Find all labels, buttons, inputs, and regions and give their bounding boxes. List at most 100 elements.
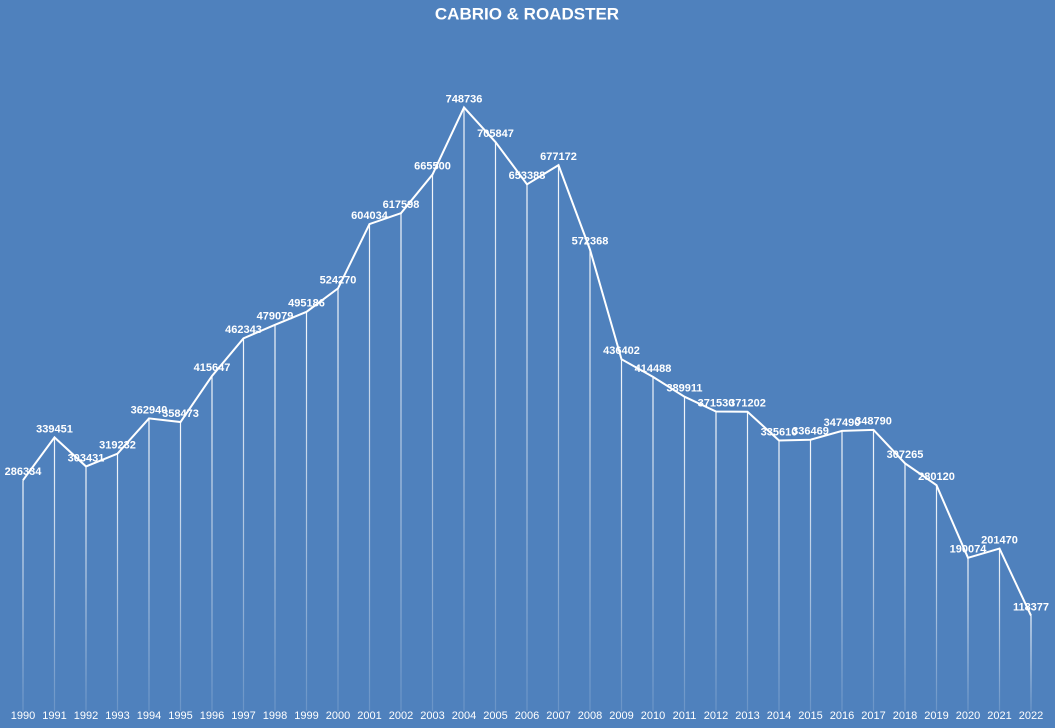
drop-line [431, 174, 434, 712]
drop-line [904, 463, 906, 711]
x-tick-label: 2006 [515, 710, 539, 722]
value-label: 415647 [194, 362, 231, 374]
drop-line [935, 485, 938, 711]
chart-title: CABRIO & ROADSTER [435, 4, 619, 23]
x-tick-label: 2002 [389, 710, 413, 722]
value-label: 414488 [635, 363, 672, 375]
value-label: 347490 [824, 417, 861, 429]
value-label: 348790 [855, 416, 892, 428]
x-tick-label: 2017 [861, 710, 885, 722]
x-tick-label: 1992 [74, 710, 98, 722]
drop-line [148, 418, 150, 711]
value-label: 362940 [131, 404, 168, 416]
value-label: 572368 [572, 236, 609, 248]
value-label: 677172 [540, 151, 577, 163]
x-tick-label: 1993 [105, 710, 129, 722]
x-tick-label: 2021 [987, 710, 1011, 722]
x-tick-label: 1998 [263, 710, 287, 722]
value-label: 604034 [351, 210, 389, 222]
x-tick-label: 2005 [483, 710, 507, 722]
x-tick-label: 2000 [326, 710, 350, 722]
drop-line [494, 142, 497, 712]
drop-line [652, 376, 654, 711]
x-tick-label: 2012 [704, 710, 728, 722]
x-tick-label: 1991 [42, 710, 66, 722]
x-tick-label: 2015 [798, 710, 822, 722]
value-label: 280120 [918, 471, 955, 483]
x-tick-label: 2010 [641, 710, 665, 722]
x-tick-label: 2016 [830, 710, 854, 722]
value-label: 307265 [887, 449, 924, 461]
drop-line [116, 453, 119, 711]
value-label: 436402 [603, 345, 640, 357]
value-label: 524270 [320, 274, 357, 286]
x-tick-label: 2018 [893, 710, 917, 722]
value-label: 705847 [477, 128, 514, 140]
x-tick-label: 2003 [420, 710, 444, 722]
drop-line [526, 184, 528, 711]
x-tick-label: 2013 [735, 710, 759, 722]
value-label: 339451 [36, 423, 73, 435]
value-label: 665500 [414, 160, 451, 172]
drop-line [778, 440, 780, 711]
value-label: 286334 [5, 466, 43, 478]
drop-line [589, 249, 591, 712]
drop-line [620, 359, 623, 711]
x-tick-label: 2019 [924, 710, 948, 722]
x-tick-label: 2001 [357, 710, 381, 722]
drop-line [967, 557, 969, 711]
x-tick-label: 2020 [956, 710, 980, 722]
value-label: 617598 [383, 199, 420, 211]
drop-line [242, 338, 245, 711]
drop-line [746, 411, 749, 711]
value-label: 335610 [761, 426, 798, 438]
drop-line [463, 107, 465, 711]
drop-line [305, 311, 308, 711]
drop-line [274, 324, 276, 711]
x-tick-label: 2022 [1019, 710, 1043, 722]
drop-line [872, 429, 875, 711]
value-label: 495186 [288, 298, 325, 310]
x-tick-label: 1995 [168, 710, 192, 722]
x-tick-label: 2009 [609, 710, 633, 722]
x-tick-label: 2014 [767, 710, 791, 722]
drop-line [53, 437, 56, 711]
value-label: 462343 [225, 324, 262, 336]
drop-line [85, 466, 87, 711]
drop-line [337, 288, 339, 711]
value-label: 653388 [509, 170, 546, 182]
value-label: 748736 [446, 93, 483, 105]
drop-line [841, 430, 843, 711]
x-tick-label: 2008 [578, 710, 602, 722]
x-tick-label: 1990 [11, 710, 35, 722]
value-label: 190074 [950, 544, 988, 556]
drop-line [22, 480, 24, 711]
drop-line [998, 548, 1001, 711]
drop-line [400, 213, 402, 711]
value-label: 358473 [162, 408, 199, 420]
x-tick-label: 1999 [294, 710, 318, 722]
data-line [22, 105, 1032, 617]
value-label: 336469 [792, 426, 829, 438]
x-tick-label: 1996 [200, 710, 224, 722]
x-tick-label: 1997 [231, 710, 255, 722]
x-tick-label: 2004 [452, 710, 476, 722]
value-label: 118377 [1013, 601, 1049, 613]
value-label: 479079 [257, 311, 294, 323]
drop-line [715, 411, 717, 711]
drop-line [557, 165, 560, 711]
drop-line [211, 375, 213, 711]
x-tick-label: 2007 [546, 710, 570, 722]
drop-line [179, 422, 182, 711]
value-label: 371202 [729, 398, 766, 410]
drop-line [368, 224, 371, 711]
drop-line [683, 396, 686, 711]
x-tick-label: 1994 [137, 710, 161, 722]
drop-line [1030, 615, 1032, 711]
value-label: 371530 [698, 397, 735, 409]
value-label: 389911 [666, 383, 702, 395]
value-label: 201470 [981, 535, 1018, 547]
value-label: 303431 [68, 452, 105, 464]
